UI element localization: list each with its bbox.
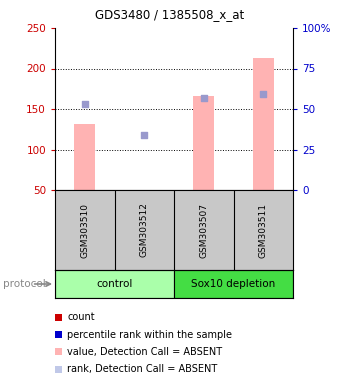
Text: rank, Detection Call = ABSENT: rank, Detection Call = ABSENT [67, 364, 217, 374]
Text: value, Detection Call = ABSENT: value, Detection Call = ABSENT [67, 347, 222, 357]
Text: GSM303507: GSM303507 [199, 202, 208, 258]
Text: GSM303511: GSM303511 [259, 202, 268, 258]
Bar [55, 270, 174, 298]
Text: protocol: protocol [3, 279, 46, 289]
Text: control: control [96, 279, 133, 289]
Bar [253, 58, 274, 190]
Text: GDS3480 / 1385508_x_at: GDS3480 / 1385508_x_at [96, 8, 244, 21]
Text: percentile rank within the sample: percentile rank within the sample [67, 329, 232, 339]
Bar [55, 348, 62, 356]
Text: count: count [67, 312, 95, 322]
Bar [193, 96, 214, 190]
Bar [55, 366, 62, 373]
Point [141, 132, 147, 138]
Bar [55, 314, 62, 321]
Point [82, 101, 87, 107]
Point [260, 91, 266, 98]
Text: GSM303510: GSM303510 [80, 202, 89, 258]
Bar [55, 331, 62, 338]
Text: GSM303512: GSM303512 [140, 203, 149, 257]
Bar [74, 124, 95, 190]
Bar [174, 270, 293, 298]
Text: Sox10 depletion: Sox10 depletion [191, 279, 276, 289]
Point [201, 95, 206, 101]
